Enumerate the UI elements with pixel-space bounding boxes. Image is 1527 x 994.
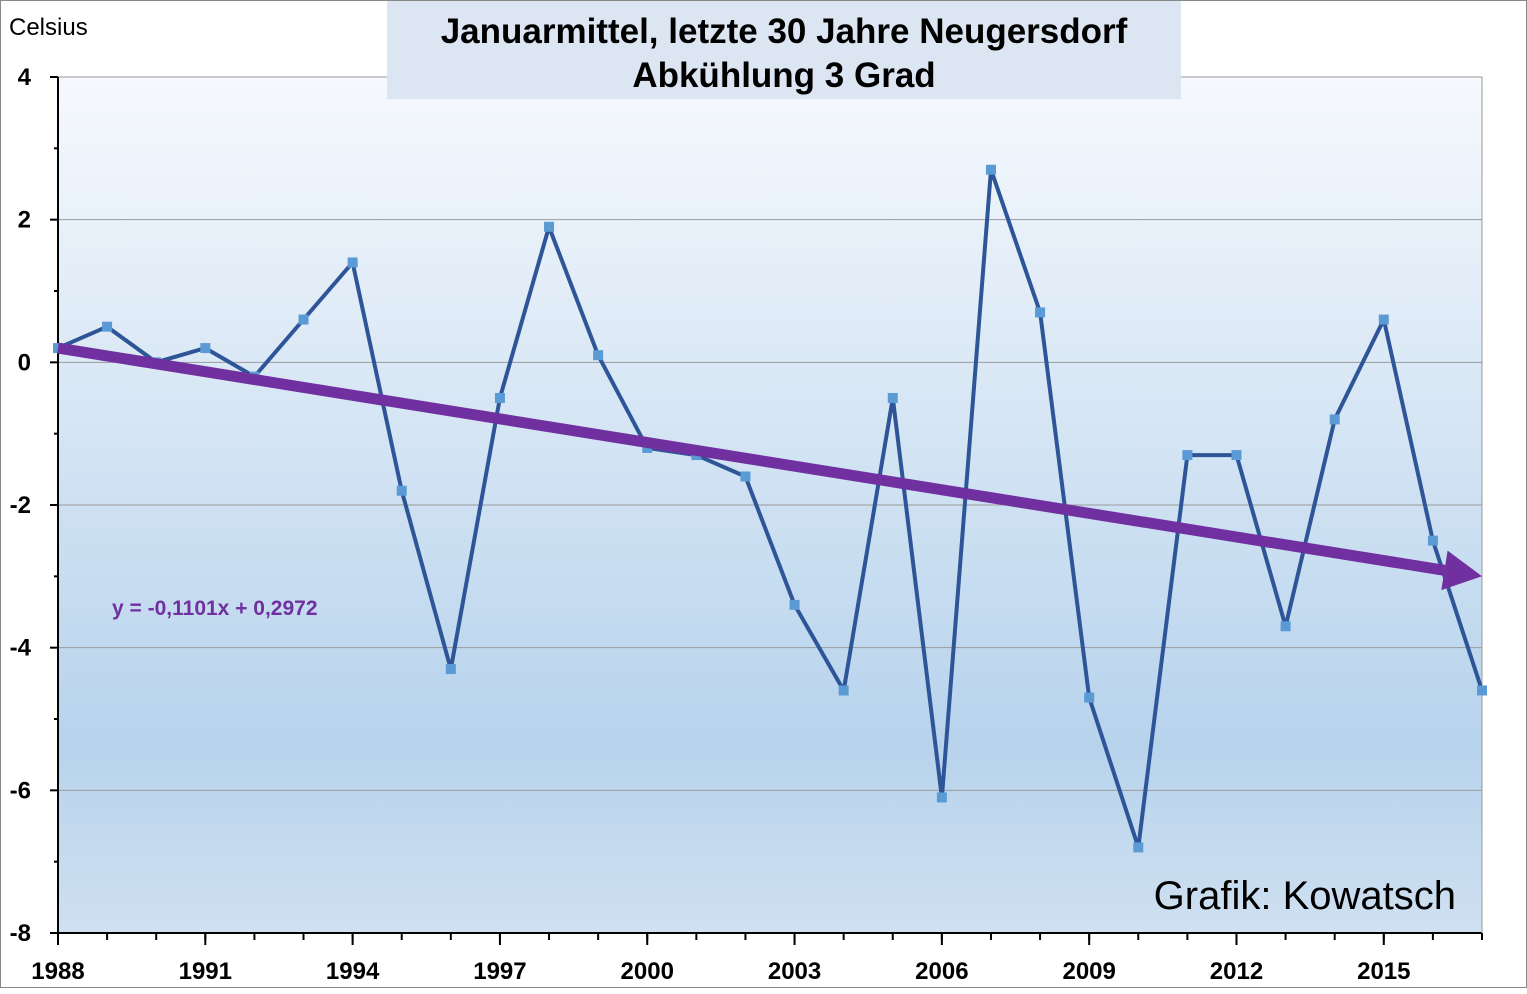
x-tick-label: 1988	[31, 958, 84, 985]
trend-arrow-head	[1441, 550, 1482, 591]
y-tick-label: -2	[10, 492, 31, 519]
x-tick-label: 1997	[473, 958, 526, 985]
x-tick-label: 1994	[326, 958, 380, 985]
x-tick-label: 1991	[179, 958, 232, 985]
data-point	[1329, 414, 1340, 425]
y-tick-label: -6	[10, 777, 31, 804]
data-point	[740, 471, 751, 482]
series-line	[57, 167, 1484, 850]
data-point	[1084, 692, 1095, 703]
x-tick-label: 2003	[768, 958, 821, 985]
data-point	[1231, 450, 1242, 461]
data-point	[593, 350, 604, 361]
y-tick-label: -8	[10, 920, 31, 947]
title-box	[387, 1, 1181, 99]
data-point	[1182, 450, 1193, 461]
axes	[50, 76, 1483, 945]
y-tick-label: 0	[18, 349, 31, 376]
data-point	[1035, 307, 1046, 318]
grid-lines	[58, 76, 1482, 791]
x-tick-label: 2006	[915, 958, 968, 985]
data-point	[544, 221, 555, 232]
y-tick-label: 2	[18, 207, 31, 234]
data-point	[445, 664, 456, 675]
data-point	[887, 393, 898, 403]
data-point	[1280, 621, 1291, 632]
data-point	[1477, 685, 1487, 696]
data-point	[347, 257, 358, 268]
trend-arrow-shaft	[57, 342, 1446, 576]
data-point	[396, 485, 407, 496]
data-point	[1427, 535, 1438, 546]
credit-annotation: Grafik: Kowatsch	[1154, 874, 1456, 918]
data-point	[102, 321, 113, 332]
data-point	[936, 792, 947, 803]
trendline-equation: y = -0,1101x + 0,2972	[112, 597, 318, 620]
chart-title-line2: Abkühlung 3 Grad	[632, 56, 935, 95]
x-tick-label: 2000	[621, 958, 674, 985]
data-point	[200, 343, 211, 354]
data-point	[838, 685, 849, 696]
data-point	[789, 599, 800, 610]
y-tick-label: 4	[18, 64, 32, 91]
data-point	[298, 314, 309, 325]
x-tick-label: 2009	[1062, 958, 1115, 985]
data-point	[1378, 314, 1389, 325]
y-tick-label: -4	[10, 635, 32, 662]
y-axis-title: Celsius	[9, 14, 88, 41]
x-tick-label: 2012	[1210, 958, 1263, 985]
data-point	[985, 164, 996, 175]
trendline	[57, 342, 1482, 591]
chart-title-line1: Januarmittel, letzte 30 Jahre Neugersdor…	[441, 12, 1128, 51]
x-tick-label: 2015	[1357, 958, 1410, 985]
data-point	[1133, 842, 1144, 853]
data-point	[494, 393, 505, 403]
